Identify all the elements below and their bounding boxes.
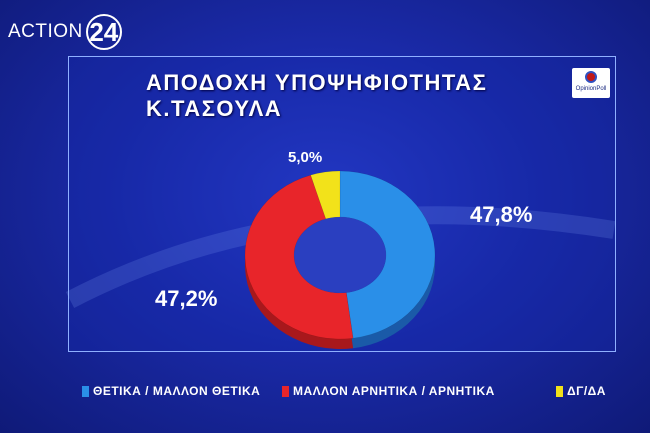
data-label-dkna: 5,0% (288, 149, 322, 166)
opinionpoll-mark-icon (585, 71, 597, 83)
legend-label-positive: ΘΕΤΙΚΑ / ΜΑΛΛΟΝ ΘΕΤΙΚΑ (93, 384, 261, 398)
legend-label-dkna: ΔΓ/ΔΑ (567, 384, 606, 398)
opinionpoll-logo-text: OpinionPoll (575, 86, 607, 92)
legend-label-negative: ΜΑΛΛΟΝ ΑΡΝΗΤΙΚΑ / ΑΡΝΗΤΙΚΑ (293, 384, 495, 398)
donut-hole (294, 217, 386, 293)
legend-item-positive: ΘΕΤΙΚΑ / ΜΑΛΛΟΝ ΘΕΤΙΚΑ (82, 384, 260, 398)
legend-item-dkna: ΔΓ/ΔΑ (556, 384, 606, 398)
opinionpoll-logo: OpinionPoll (572, 68, 610, 98)
chart-legend: ΘΕΤΙΚΑ / ΜΑΛΛΟΝ ΘΕΤΙΚΑ ΜΑΛΛΟΝ ΑΡΝΗΤΙΚΑ /… (0, 384, 650, 404)
slice-negative (244, 174, 354, 340)
legend-swatch-positive (82, 385, 89, 397)
legend-item-negative: ΜΑΛΛΟΝ ΑΡΝΗΤΙΚΑ / ΑΡΝΗΤΙΚΑ (282, 384, 495, 398)
channel-number: 24 (85, 14, 122, 50)
data-label-positive: 47,8% (470, 202, 532, 227)
channel-name: ACTION (8, 21, 83, 42)
legend-swatch-negative (282, 385, 289, 397)
channel-logo: ACTION 24 (8, 12, 122, 52)
legend-swatch-dkna (556, 385, 563, 397)
chart-title: ΑΠΟΔΟΧΗ ΥΠΟΨΗΦΙΟΤΗΤΑΣ Κ.ΤΑΣΟΥΛΑ (146, 70, 488, 121)
data-label-negative: 47,2% (155, 286, 217, 311)
